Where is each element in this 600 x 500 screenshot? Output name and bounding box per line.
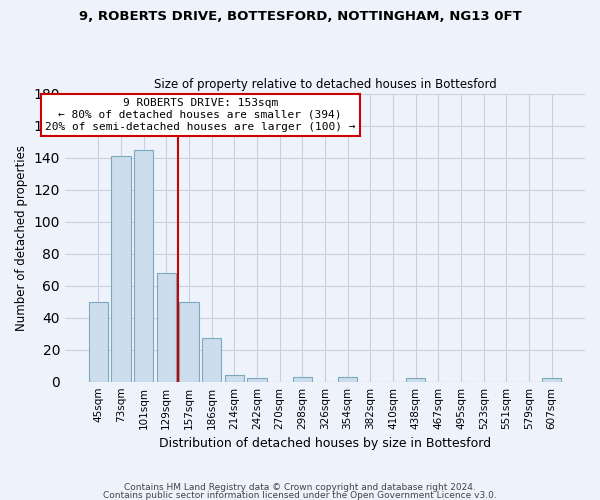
- Bar: [111, 156, 131, 382]
- Bar: [338, 377, 357, 382]
- Bar: [542, 378, 562, 382]
- Bar: [179, 302, 199, 382]
- Bar: [224, 376, 244, 382]
- X-axis label: Distribution of detached houses by size in Bottesford: Distribution of detached houses by size …: [159, 437, 491, 450]
- Text: 9 ROBERTS DRIVE: 153sqm
← 80% of detached houses are smaller (394)
20% of semi-d: 9 ROBERTS DRIVE: 153sqm ← 80% of detache…: [45, 98, 355, 132]
- Bar: [202, 338, 221, 382]
- Bar: [406, 378, 425, 382]
- Bar: [247, 378, 266, 382]
- Title: Size of property relative to detached houses in Bottesford: Size of property relative to detached ho…: [154, 78, 496, 91]
- Text: 9, ROBERTS DRIVE, BOTTESFORD, NOTTINGHAM, NG13 0FT: 9, ROBERTS DRIVE, BOTTESFORD, NOTTINGHAM…: [79, 10, 521, 23]
- Bar: [134, 150, 153, 382]
- Bar: [89, 302, 108, 382]
- Text: Contains HM Land Registry data © Crown copyright and database right 2024.: Contains HM Land Registry data © Crown c…: [124, 484, 476, 492]
- Y-axis label: Number of detached properties: Number of detached properties: [15, 144, 28, 330]
- Bar: [293, 377, 312, 382]
- Text: Contains public sector information licensed under the Open Government Licence v3: Contains public sector information licen…: [103, 490, 497, 500]
- Bar: [157, 273, 176, 382]
